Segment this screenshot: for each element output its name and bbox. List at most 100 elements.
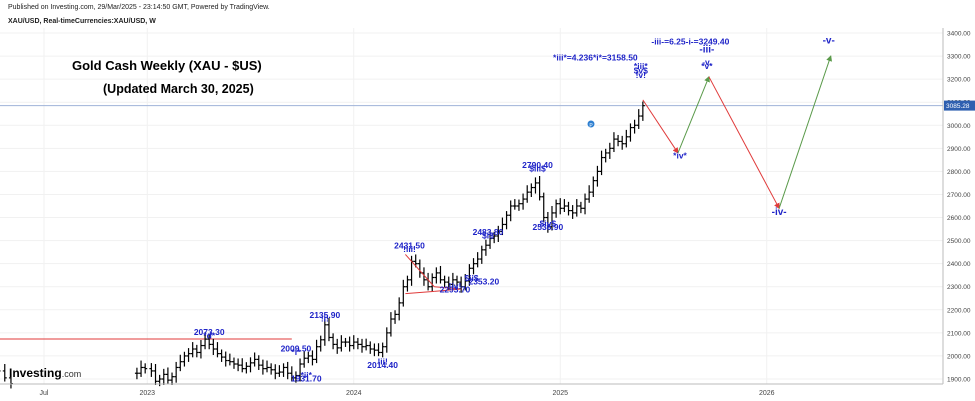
ohlc-bar [343,337,348,347]
wave-label: 2293.70 [440,285,471,295]
ohlc-bar [558,198,563,215]
ohlc-bar [326,317,331,342]
wave-label: 2790.40 [522,160,553,170]
y-tick-label: 2000.00 [947,353,971,360]
ohlc-bar [508,200,513,222]
projection-up-leg [778,55,833,209]
ohlc-bar [281,363,286,377]
ohlc-bar [331,333,336,350]
wave-label: 2353.20 [468,276,499,286]
current-price-label: 3085.28 [944,100,975,111]
y-tick-label: 2600.00 [947,215,971,222]
chart-subtitle: (Updated March 30, 2025) [103,82,254,96]
wave-label: *iv* [673,151,687,161]
wave-label: 2431.50 [394,241,425,251]
triangle-pattern [405,254,462,295]
ohlc-bar [545,211,550,233]
ohlc-bar [310,350,315,366]
ohlc-bar [244,362,249,374]
ohlc-bar [347,336,352,352]
ohlc-bar [566,201,571,216]
ohlc-bar [562,199,567,212]
ohlc-bar [256,355,261,371]
ohlc-bar [335,338,340,354]
ohlc-bar [355,337,360,350]
ohlc-bar [591,176,596,198]
wave-label: !ii! [377,357,388,367]
wave-label: *d* [203,331,216,341]
y-tick-label: 2100.00 [947,330,971,337]
symbol-caption: XAU/USD, Real-timeCurrencies:XAU/USD, W [8,18,156,25]
y-tick-label: 2800.00 [947,169,971,176]
ohlc-bar [488,231,493,249]
ohlc-bar [273,364,278,380]
ohlc-bar [492,231,497,244]
ohlc-bar [500,217,505,236]
ohlc-bar [139,360,144,377]
ohlc-bar [265,360,270,373]
ohlc-bar [607,142,612,159]
wave-label: 2483.80 [473,227,504,237]
ohlc-bar [339,335,344,352]
ohlc-bar [223,351,228,367]
ohlc-bar [459,276,464,293]
ohlc-bar [368,341,373,354]
projection-down-leg [642,99,679,154]
projection-down-leg [708,76,780,210]
ohlc-bar [603,148,608,163]
ohlc-bars [0,101,645,389]
ohlc-bar [182,351,187,367]
y-tick-label: 3300.00 [947,54,971,61]
ohlc-bar [583,193,588,215]
ohlc-bar [442,275,447,287]
ohlc-bar [174,361,179,383]
ohlc-bar [384,327,389,353]
ohlc-bar [190,342,195,358]
ohlc-bar [496,225,501,242]
y-tick-label: 2500.00 [947,238,971,245]
ohlc-bar [198,340,203,359]
ohlc-bar [640,101,645,121]
ohlc-bar [376,343,381,357]
ohlc-bar [471,258,476,275]
ohlc-bar [541,192,546,223]
ohlc-bar [302,351,307,368]
ohlc-bar [231,357,236,369]
x-tick-label: Jul [40,390,49,397]
ohlc-bar [380,342,385,358]
ohlc-bar [203,332,208,350]
ohlc-bar [570,205,575,219]
ohlc-bar [455,275,459,287]
ohlc-bar [587,185,592,203]
ohlc-bar [293,371,298,383]
wave-label: 2073.30 [194,327,225,337]
wave-label: -iii-=6.25-i-=3249.40 [651,37,729,47]
wave-label: 1931.70 [291,373,322,383]
ohlc-bar [405,275,410,292]
ohlc-bar [165,367,170,384]
ohlc-bar [277,365,282,377]
wave-label: $i$ [482,230,494,240]
current-price-badge [944,100,975,111]
ohlc-bar [318,335,323,352]
ohlc-bar [298,358,303,382]
ohlc-bar [351,335,356,350]
ohlc-bar [219,349,224,362]
y-tick-label: 3200.00 [947,77,971,84]
time-axis: Jul 2023 2024 2025 2026 [40,390,775,397]
x-tick-label: 2025 [552,390,568,397]
ohlc-bar [628,123,633,142]
projection-up-leg [677,75,710,154]
ohlc-bar [574,199,579,217]
wave-label: *iii* [634,61,648,71]
wave-label: -iii- [699,45,714,56]
published-caption: Published on Investing.com, 29/Mar/2025 … [8,4,270,11]
triangle-line [405,254,435,288]
wave-label: $iii$ [529,163,546,173]
ohlc-bar [252,352,257,367]
ohlc-bar [170,372,175,385]
chart-grid [0,28,943,384]
wave-label: *v* [701,61,713,71]
y-tick-label: 3000.00 [947,123,971,130]
